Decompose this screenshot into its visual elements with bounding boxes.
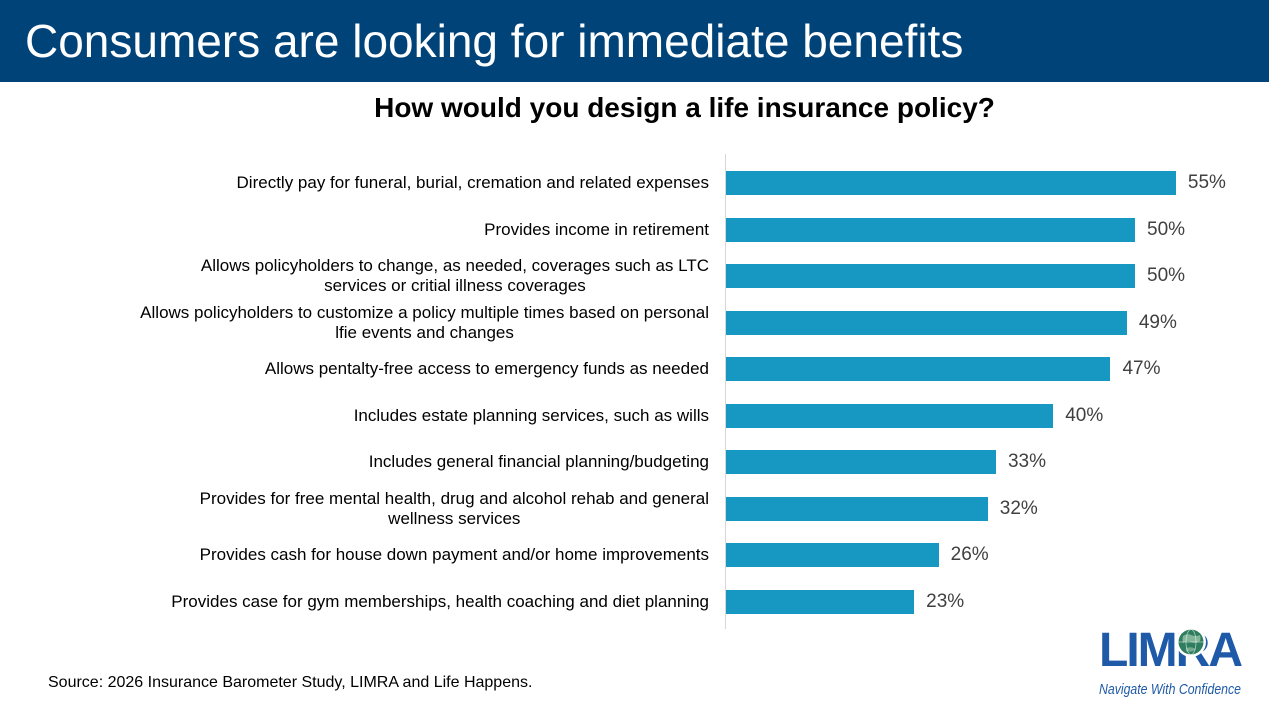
bar — [726, 496, 988, 521]
chart-rows: Directly pay for funeral, burial, cremat… — [0, 160, 1269, 625]
slide-title: Consumers are looking for immediate bene… — [25, 15, 964, 67]
value-label: 26% — [950, 544, 989, 566]
chart-row: Includes general financial planning/budg… — [0, 439, 1269, 486]
category-label-cell: Includes general financial planning/budg… — [0, 452, 725, 472]
bar-area: 49% — [725, 300, 1269, 347]
category-label: Includes general financial planning/budg… — [368, 452, 709, 472]
limra-logo: LIMRA Navigate With Confidence — [1099, 624, 1245, 702]
value-label: 32% — [999, 497, 1038, 519]
category-label: Provides case for gym memberships, healt… — [171, 591, 709, 611]
category-label: Directly pay for funeral, burial, cremat… — [236, 173, 709, 193]
bar-area: 40% — [725, 393, 1269, 440]
category-label-cell: Provides case for gym memberships, healt… — [0, 592, 725, 612]
bar-chart: Directly pay for funeral, burial, cremat… — [0, 154, 1269, 629]
bar — [726, 264, 1135, 289]
chart-row: Allows pentalty-free access to emergency… — [0, 346, 1269, 393]
bar — [726, 450, 996, 475]
value-label: 55% — [1187, 172, 1226, 194]
category-label: Allows policyholders to change, as neede… — [200, 256, 709, 296]
y-axis-line — [725, 154, 726, 629]
value-label: 23% — [926, 590, 965, 612]
bar — [726, 403, 1054, 428]
value-label: 50% — [1147, 265, 1186, 287]
chart-row: Directly pay for funeral, burial, cremat… — [0, 160, 1269, 207]
category-label-cell: Allows policyholders to customize a poli… — [0, 303, 725, 343]
bar-area: 50% — [725, 207, 1269, 254]
chart-title: How would you design a life insurance po… — [374, 92, 995, 123]
bar-area: 50% — [725, 253, 1269, 300]
title-banner: Consumers are looking for immediate bene… — [0, 0, 1269, 82]
category-label-cell: Provides for free mental health, drug an… — [0, 489, 725, 529]
category-label: Provides for free mental health, drug an… — [199, 488, 709, 528]
chart-row: Provides income in retirement 50% — [0, 207, 1269, 254]
bar — [726, 171, 1176, 196]
category-label-cell: Allows policyholders to change, as neede… — [0, 256, 725, 296]
category-label: Allows policyholders to customize a poli… — [140, 302, 709, 342]
bar-area: 32% — [725, 486, 1269, 533]
bar — [726, 217, 1135, 242]
bar-area: 47% — [725, 346, 1269, 393]
limra-wordmark: LIMRA — [1099, 624, 1242, 677]
chart-row: Includes estate planning services, such … — [0, 393, 1269, 440]
category-label: Provides cash for house down payment and… — [199, 545, 709, 565]
bar — [726, 543, 939, 568]
bar-area: 26% — [725, 532, 1269, 579]
bar-area: 33% — [725, 439, 1269, 486]
category-label-cell: Provides income in retirement — [0, 220, 725, 240]
category-label: Provides income in retirement — [484, 219, 709, 239]
value-label: 40% — [1065, 404, 1104, 426]
bar-area: 55% — [725, 160, 1269, 207]
chart-row: Provides case for gym memberships, healt… — [0, 579, 1269, 626]
chart-row: Provides cash for house down payment and… — [0, 532, 1269, 579]
category-label-cell: Includes estate planning services, such … — [0, 406, 725, 426]
bar — [726, 589, 915, 614]
category-label: Includes estate planning services, such … — [353, 405, 709, 425]
limra-tagline: Navigate With Confidence — [1099, 681, 1241, 698]
source-text: Source: 2026 Insurance Barometer Study, … — [48, 674, 533, 691]
bar-area: 23% — [725, 579, 1269, 626]
bar — [726, 310, 1127, 335]
category-label-cell: Provides cash for house down payment and… — [0, 545, 725, 565]
chart-row: Provides for free mental health, drug an… — [0, 486, 1269, 533]
bar — [726, 357, 1111, 382]
category-label-cell: Allows pentalty-free access to emergency… — [0, 359, 725, 379]
limra-logo-graphic: LIMRA Navigate With Confidence — [1099, 624, 1244, 698]
value-label: 50% — [1147, 218, 1186, 240]
chart-row: Allows policyholders to change, as neede… — [0, 253, 1269, 300]
globe-icon — [1176, 627, 1206, 657]
value-label: 49% — [1138, 311, 1177, 333]
chart-row: Allows policyholders to customize a poli… — [0, 300, 1269, 347]
value-label: 47% — [1122, 358, 1161, 380]
category-label: Allows pentalty-free access to emergency… — [264, 359, 709, 379]
value-label: 33% — [1007, 451, 1046, 473]
category-label-cell: Directly pay for funeral, burial, cremat… — [0, 173, 725, 193]
